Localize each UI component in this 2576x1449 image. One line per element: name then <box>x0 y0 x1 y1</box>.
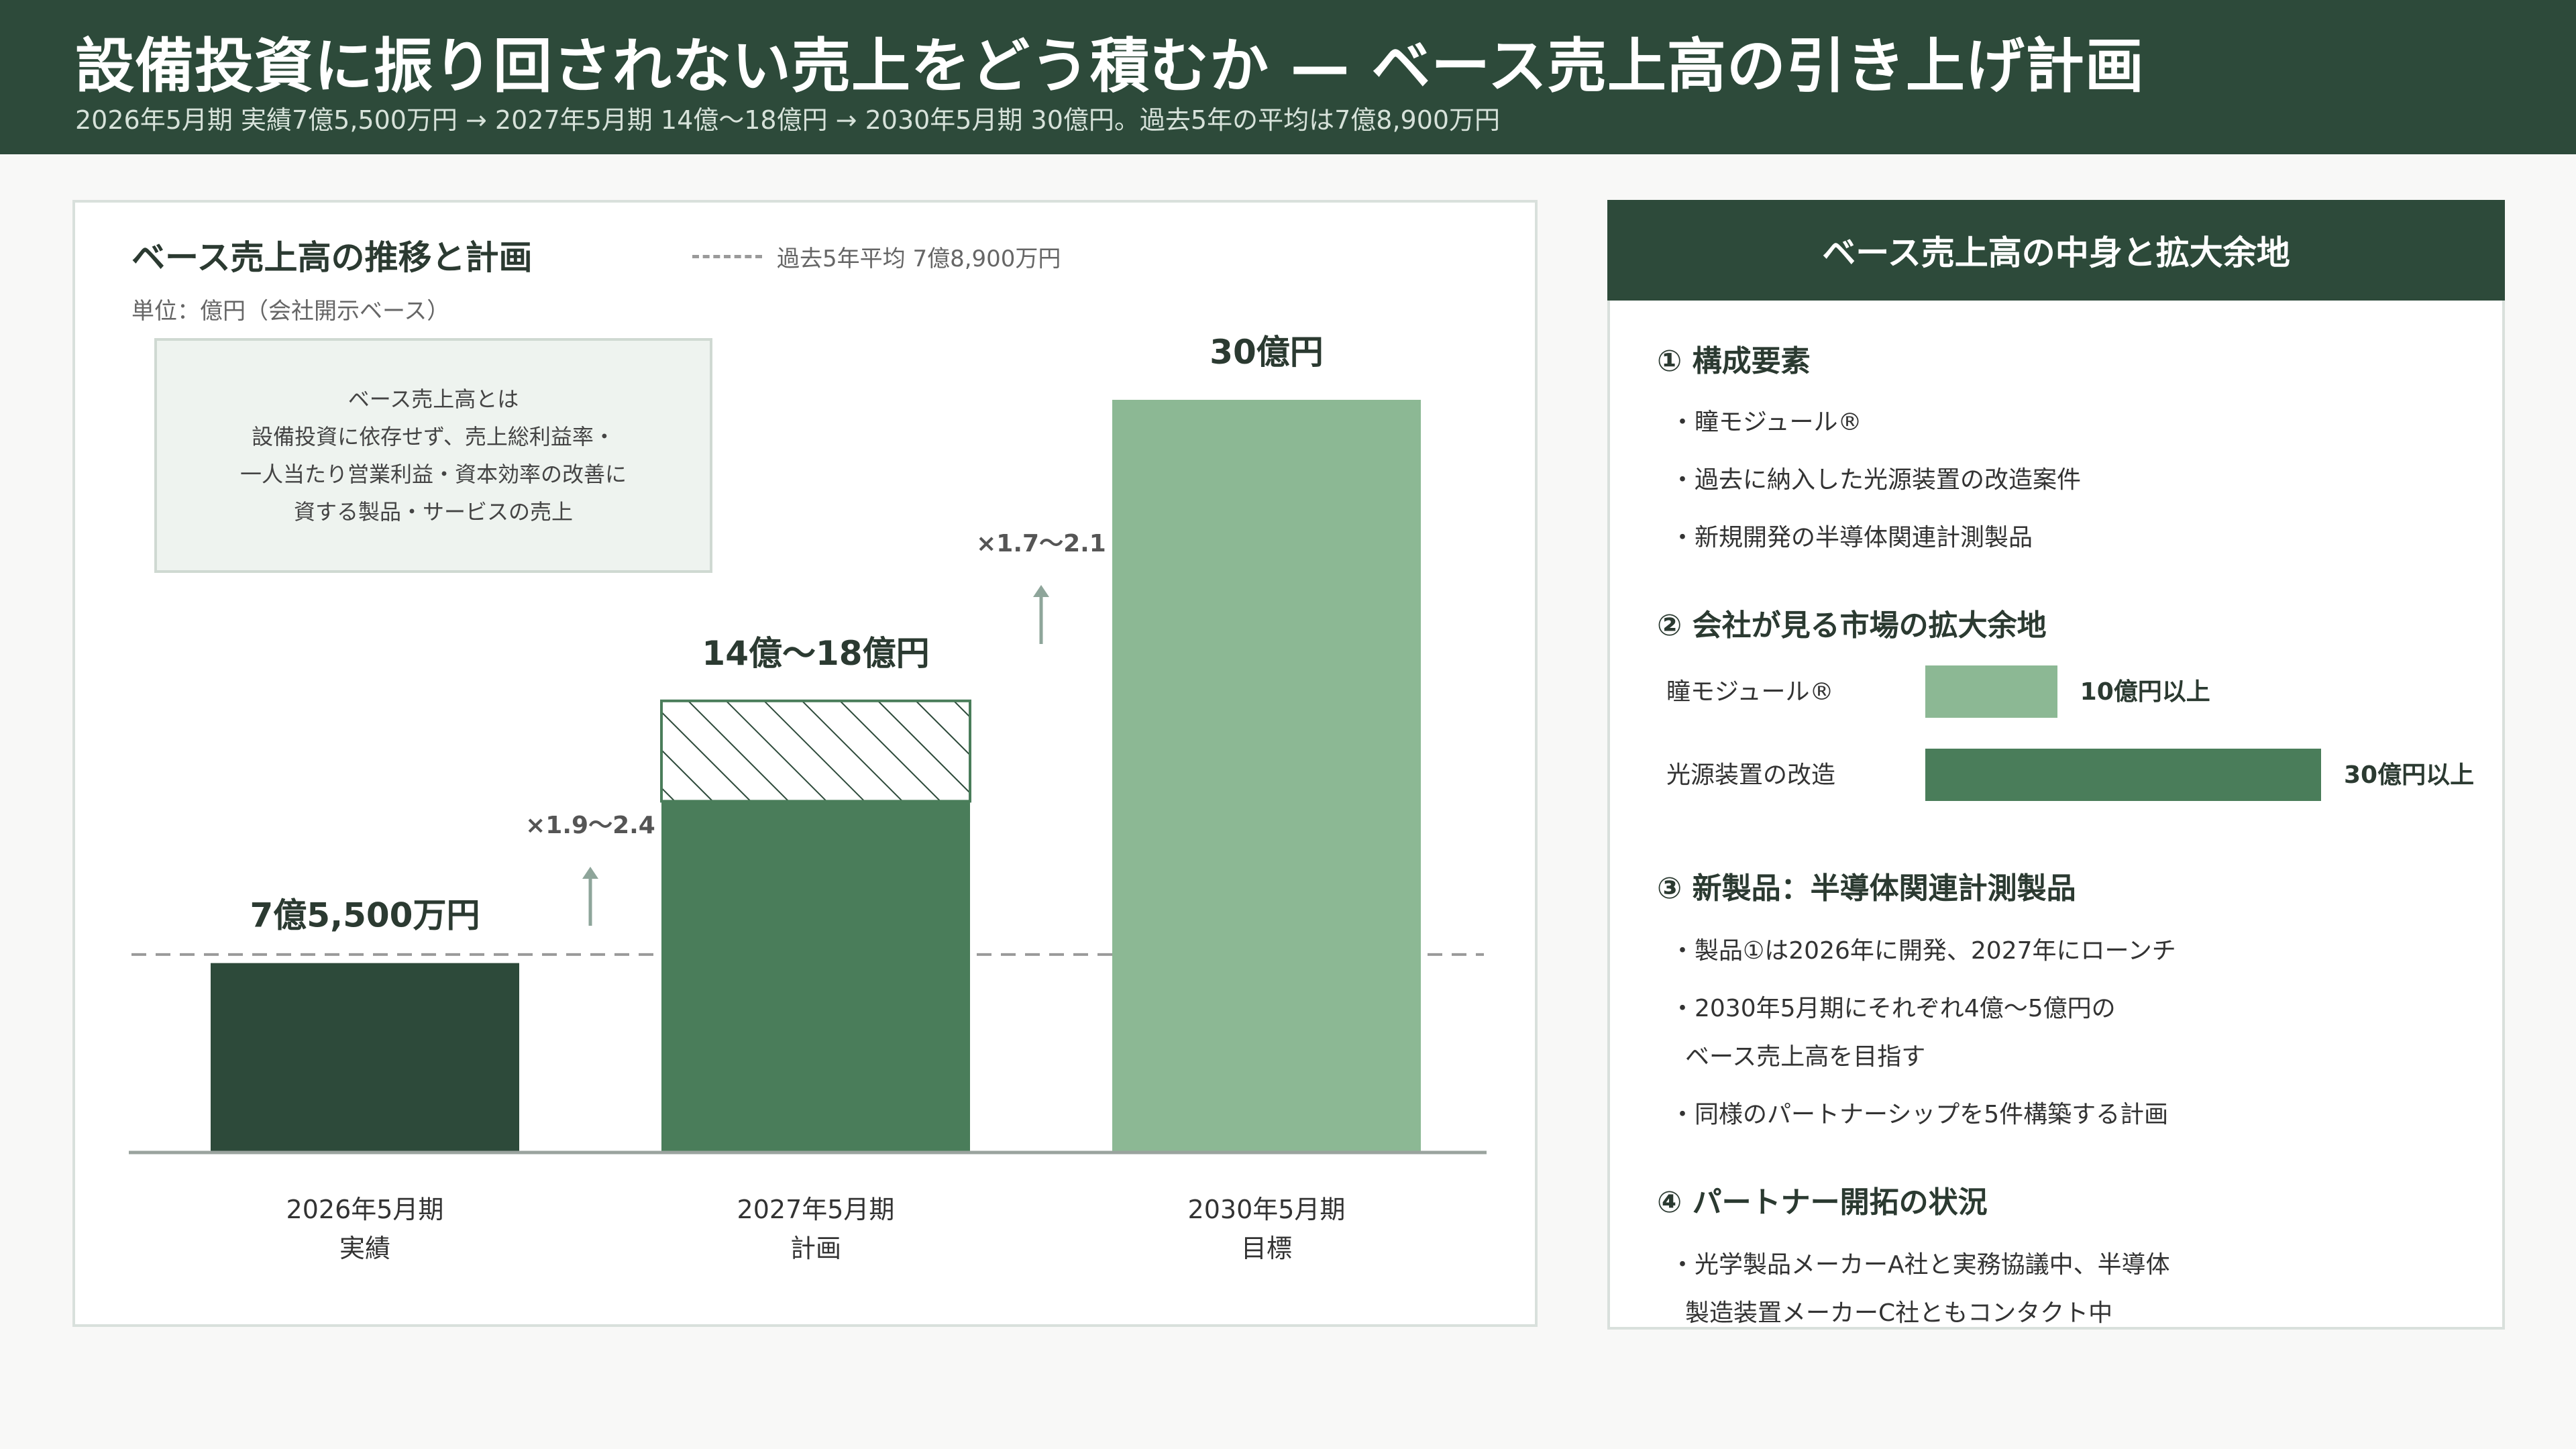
note-line-title: ベース売上高とは <box>347 386 519 412</box>
chart-panel: 7億5,500万円 2026年5月期 実績 14億〜18億円 2027年5月期 計画 30億… <box>72 200 1538 1327</box>
x-tick-label: 2027年5月期 <box>737 1195 895 1224</box>
market-bar-value: 10億円以上 <box>2080 678 2210 706</box>
list-item: ・製品①は2026年に開発、2027年にローンチ <box>1670 937 2176 965</box>
average-legend: 過去5年平均 7億8,900万円 <box>692 240 1061 273</box>
bar <box>661 801 970 1152</box>
chart-unit: 単位：億円（会社開示ベース） <box>131 298 450 325</box>
growth-arrow-head-icon <box>1033 585 1049 597</box>
bar-value-label: 14億〜18億円 <box>702 634 929 673</box>
list-item: ・同様のパートナーシップを5件構築する計画 <box>1670 1101 2169 1128</box>
growth-multiplier-label: ×1.7〜2.1 <box>976 530 1106 557</box>
section-partner-title: ④ パートナー開拓の状況 <box>1657 1185 1988 1220</box>
legend-average-label: 過去5年平均 7億8,900万円 <box>777 246 1061 272</box>
page-title: 設備投資に振り回されない売上をどう積むか — ベース売上高の引き上げ計画 <box>75 32 2145 101</box>
note-line: 設備投資に依存せず、売上総利益率・ <box>252 424 615 449</box>
side-panel: ベース売上高の中身と拡大余地 ① 構成要素 ・瞳モジュール® ・過去に納入した光… <box>1607 200 2505 1330</box>
side-panel-title: ベース売上高の中身と拡大余地 <box>1607 200 2505 301</box>
x-tick-label: 2030年5月期 <box>1188 1195 1346 1224</box>
list-item: ・過去に納入した光源装置の改造案件 <box>1670 466 2082 494</box>
market-bar-light-source-retrofit <box>1925 749 2321 801</box>
x-tick-sublabel: 目標 <box>1241 1234 1292 1263</box>
definition-note: ベース売上高とは 設備投資に依存せず、売上総利益率・ 一人当たり営業利益・資本効… <box>154 338 712 573</box>
bar-value-label: 7億5,500万円 <box>250 896 480 935</box>
growth-arrow-head-icon <box>582 867 598 879</box>
list-item: ・2030年5月期にそれぞれ4億〜5億円の <box>1670 995 2116 1022</box>
list-item: ・光学製品メーカーA社と実務協議中、半導体 <box>1670 1251 2170 1279</box>
chart-title: ベース売上高の推移と計画 <box>131 238 533 277</box>
page-header: 設備投資に振り回されない売上をどう積むか — ベース売上高の引き上げ計画 202… <box>0 0 2576 154</box>
section-new-product-title: ③ 新製品：半導体関連計測製品 <box>1657 871 2076 906</box>
list-item: ・新規開発の半導体関連計測製品 <box>1670 524 2033 551</box>
section-market-title: ② 会社が見る市場の拡大余地 <box>1657 608 2047 643</box>
section-composition-title: ① 構成要素 <box>1657 344 1811 378</box>
growth-multiplier-label: ×1.9〜2.4 <box>525 812 655 839</box>
market-bar-pupil-module <box>1925 665 2057 718</box>
note-line: 資する製品・サービスの売上 <box>293 499 573 525</box>
market-row-label: 瞳モジュール® <box>1666 678 1834 706</box>
page-subtitle: 2026年5月期 実績7億5,500万円 → 2027年5月期 14億〜18億円… <box>75 105 1501 135</box>
market-bar-value: 30億円以上 <box>2344 761 2475 789</box>
list-item: ・瞳モジュール® <box>1670 409 1862 436</box>
legend-dash-icon <box>692 255 762 258</box>
market-row-label: 光源装置の改造 <box>1666 761 1836 789</box>
x-tick-sublabel: 計画 <box>790 1234 841 1263</box>
bar <box>211 963 519 1152</box>
x-tick-label: 2026年5月期 <box>286 1195 444 1224</box>
x-tick-sublabel: 実績 <box>339 1234 390 1263</box>
note-line: 一人当たり営業利益・資本効率の改善に <box>239 462 627 487</box>
bar <box>1112 400 1421 1152</box>
list-item-continued: 製造装置メーカーC社ともコンタクト中 <box>1685 1299 2113 1327</box>
list-item-continued: ベース売上高を目指す <box>1685 1043 1926 1071</box>
bar-range-hatch <box>660 699 971 803</box>
bar-value-label: 30億円 <box>1210 333 1324 372</box>
